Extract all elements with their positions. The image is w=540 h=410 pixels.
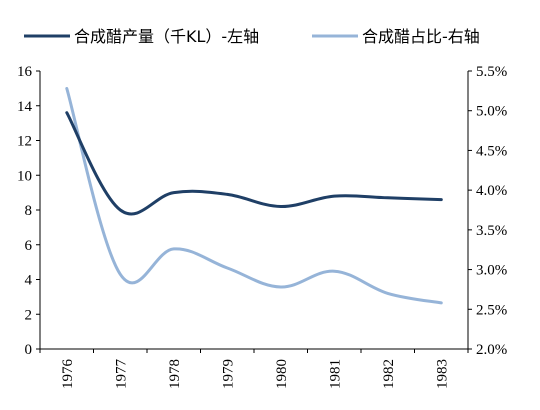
left-tick-label: 10 [17, 168, 32, 184]
right-tick-label: 2.5% [476, 302, 507, 318]
x-tick-label: 1980 [274, 359, 290, 389]
axes: 0 2 4 6 8 10 12 14 16 2.0% 2.5% 3.0% 3.5% 4.0% 4.5% 5.0… [17, 64, 507, 389]
right-tick-label: 2.0% [476, 342, 507, 358]
legend-label: 合成醋产量（千KL）-左轴 [74, 27, 259, 46]
legend-item-production: 合成醋产量（千KL）-左轴 [24, 27, 259, 46]
left-tick-label: 12 [17, 134, 32, 150]
right-tick-label: 4.0% [476, 183, 507, 199]
series-line-ratio [65, 87, 443, 305]
x-tick-label: 1981 [327, 359, 343, 389]
legend: 合成醋产量（千KL）-左轴 合成醋占比-右轴 [24, 27, 480, 46]
left-tick-label: 2 [25, 307, 33, 323]
x-tick-label: 1979 [220, 359, 236, 389]
left-tick-label: 14 [17, 99, 33, 115]
left-tick-label: 6 [25, 238, 33, 254]
legend-item-ratio: 合成醋占比-右轴 [312, 27, 480, 46]
right-tick-label: 3.5% [476, 223, 507, 239]
left-tick-label: 8 [25, 203, 33, 219]
legend-label: 合成醋占比-右轴 [362, 27, 480, 46]
left-tick-label: 4 [25, 273, 33, 289]
x-tick-label: 1976 [60, 359, 76, 390]
left-tick-label: 0 [25, 342, 33, 358]
x-tick-label: 1983 [434, 359, 450, 389]
x-tick-label: 1978 [167, 359, 183, 389]
series-line-production [65, 111, 443, 216]
series-lines [65, 87, 443, 305]
right-tick-label: 5.5% [476, 64, 507, 80]
x-tick-label: 1977 [113, 359, 129, 390]
x-tick-label: 1982 [381, 359, 397, 389]
right-tick-label: 3.0% [476, 263, 507, 279]
right-tick-label: 4.5% [476, 143, 507, 159]
right-tick-label: 5.0% [476, 104, 507, 120]
left-tick-label: 16 [17, 64, 33, 80]
